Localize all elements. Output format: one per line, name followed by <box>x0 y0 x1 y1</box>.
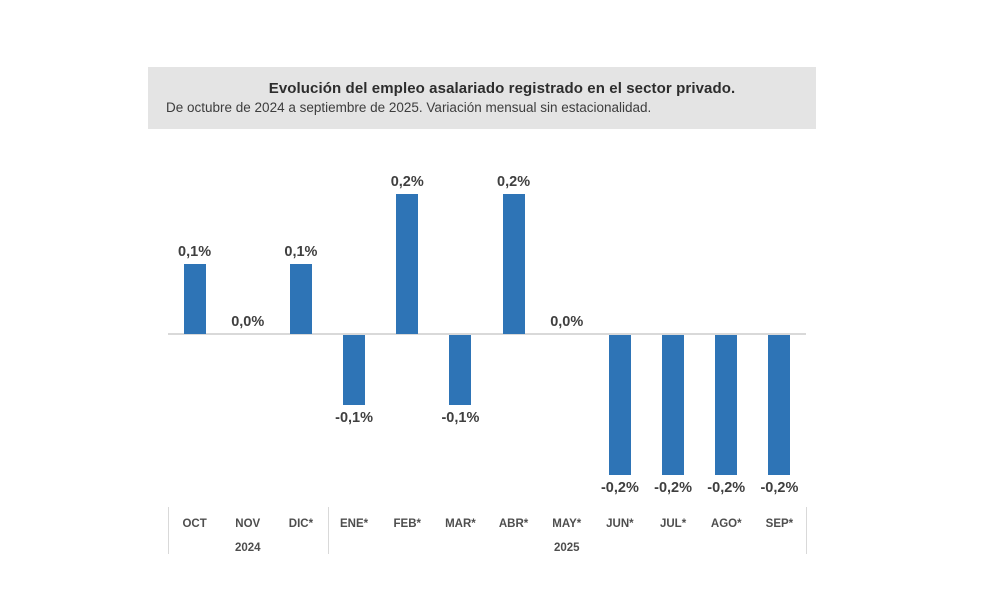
bar-value-label: -0,1% <box>335 410 374 426</box>
bar-jul <box>662 335 685 475</box>
x-axis-label-jul: JUL* <box>659 518 687 530</box>
x-axis-label-oct: OCT <box>182 518 207 530</box>
chart-title: Evolución del empleo asalariado registra… <box>268 80 736 97</box>
bar-value-label: -0,2% <box>760 480 799 496</box>
bar-value-label: -0,2% <box>707 480 746 496</box>
bar-mar <box>449 335 472 405</box>
year-label-2024: 2024 <box>234 542 261 554</box>
bar-value-label: -0,1% <box>441 410 480 426</box>
bar-value-label: -0,2% <box>654 480 693 496</box>
x-axis-label-sep: SEP* <box>765 518 794 530</box>
column-separator <box>806 507 807 554</box>
bar-value-label: 0,1% <box>178 244 212 260</box>
x-axis-label-feb: FEB* <box>393 518 421 530</box>
bar-jun <box>608 335 631 475</box>
x-axis-label-nov: NOV <box>235 518 261 530</box>
bar-value-label: 0,1% <box>284 244 318 260</box>
bar-value-label: 0,0% <box>231 314 265 330</box>
column-separator <box>168 507 169 554</box>
bar-value-label: 0,2% <box>497 174 531 190</box>
x-axis-label-ene: ENE* <box>340 518 369 530</box>
x-axis-label-abr: ABR* <box>498 518 529 530</box>
zero-axis-line <box>168 333 806 335</box>
column-separator <box>328 507 329 554</box>
bar-ago <box>715 335 738 475</box>
bar-oct <box>183 264 206 334</box>
x-axis-label-mar: MAR* <box>445 518 476 530</box>
bar-value-label: 0,0% <box>550 314 584 330</box>
x-axis-label-dic: DIC* <box>288 518 314 530</box>
bar-sep <box>768 335 791 475</box>
bar-abr <box>502 194 525 334</box>
x-axis-label-ago: AGO* <box>710 518 742 530</box>
chart-subtitle: De octubre de 2024 a septiembre de 2025.… <box>166 100 652 115</box>
chart-header: Evolución del empleo asalariado registra… <box>148 67 816 129</box>
bar-value-label: -0,2% <box>600 480 639 496</box>
x-axis-label-jun: JUN* <box>606 518 634 530</box>
x-axis-label-may: MAY* <box>552 518 582 530</box>
bar-dic <box>289 264 312 334</box>
bar-value-label: 0,2% <box>390 174 424 190</box>
year-label-2025: 2025 <box>553 542 580 554</box>
bar-feb <box>396 194 419 334</box>
bar-ene <box>343 335 366 405</box>
